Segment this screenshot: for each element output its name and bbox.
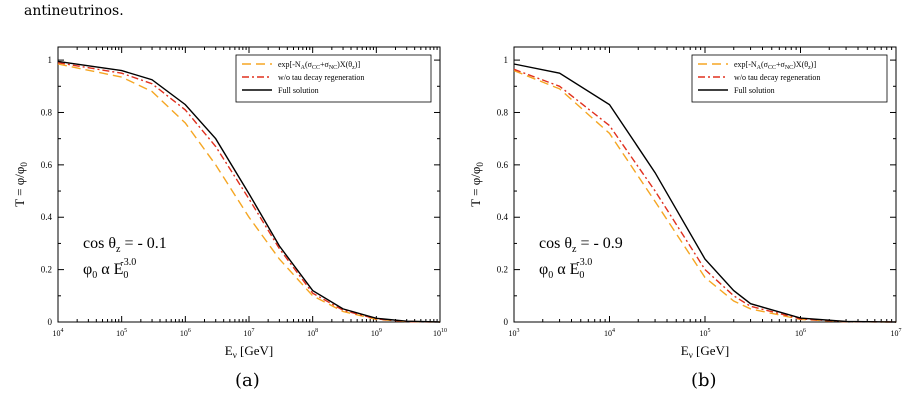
legend-label-full: Full solution [734,86,775,95]
x-tick-label: 106 [180,328,191,338]
annotation-cos-theta: cos θz = - 0.1 [83,235,167,255]
legend-label-exp: exp[-NA(σCC+σNC)X(θz)] [278,60,360,71]
annotation-flux: φ0 α E0-3.0 [83,257,136,281]
y-tick-label: 0.2 [497,265,508,275]
y-tick-label: 0 [48,317,53,327]
annotation-cos-theta: cos θz = - 0.9 [539,235,623,255]
y-axis-label: T = φ/φ0 [468,162,485,207]
legend-box [235,54,432,103]
series-line-exp [513,69,897,323]
y-tick-label: 0.6 [41,160,53,170]
series-line-full [57,60,441,323]
x-tick-label: 104 [604,328,615,338]
y-tick-label: 0.8 [41,107,53,117]
y-tick-label: 0.6 [497,160,509,170]
x-axis-label: Eν [GeV] [681,343,730,360]
x-tick-label: 107 [891,328,902,338]
x-tick-label: 104 [53,328,64,338]
x-tick-label: 1010 [433,328,447,338]
header-text: antineutrinos. [24,3,124,19]
x-tick-label: 106 [795,328,806,338]
y-tick-label: 0.8 [497,107,509,117]
x-tick-label: 107 [244,328,255,338]
y-tick-label: 0.4 [41,212,53,222]
y-tick-label: 0.2 [41,265,52,275]
y-tick-label: 1 [504,55,509,65]
legend-label-woreg: w/o tau decay regeneration [278,73,364,82]
y-tick-label: 0.4 [497,212,509,222]
series-line-full [513,63,897,323]
x-tick-label: 103 [509,328,520,338]
x-axis-label: Eν [GeV] [225,343,274,360]
caption-b: (b) [691,370,717,391]
y-axis-label: T = φ/φ0 [12,162,29,207]
chart-a: 0 0.2 0.4 0.6 0.8 1 104 105 106 107 108 109 1010 Eν [… [12,46,447,360]
legend-label-woreg: w/o tau decay regeneration [734,73,820,82]
series-line-woreg [513,68,897,323]
x-tick-label: 105 [700,328,711,338]
legend-box [691,54,888,103]
annotation-flux: φ0 α E0-3.0 [539,257,592,281]
y-tick-label: 0 [504,317,509,327]
y-tick-label: 1 [48,55,53,65]
x-tick-label: 105 [116,328,127,338]
legend-label-full: Full solution [278,86,319,95]
x-tick-label: 109 [371,328,382,338]
legend-label-exp: exp[-NA(σCC+σNC)X(θz)] [734,60,816,71]
caption-a: (a) [235,370,260,391]
chart-b: 0 0.2 0.4 0.6 0.8 1 103 104 105 106 107 Eν [GeV] T =… [468,46,902,360]
x-tick-label: 108 [307,328,318,338]
series-line-exp [57,63,441,323]
